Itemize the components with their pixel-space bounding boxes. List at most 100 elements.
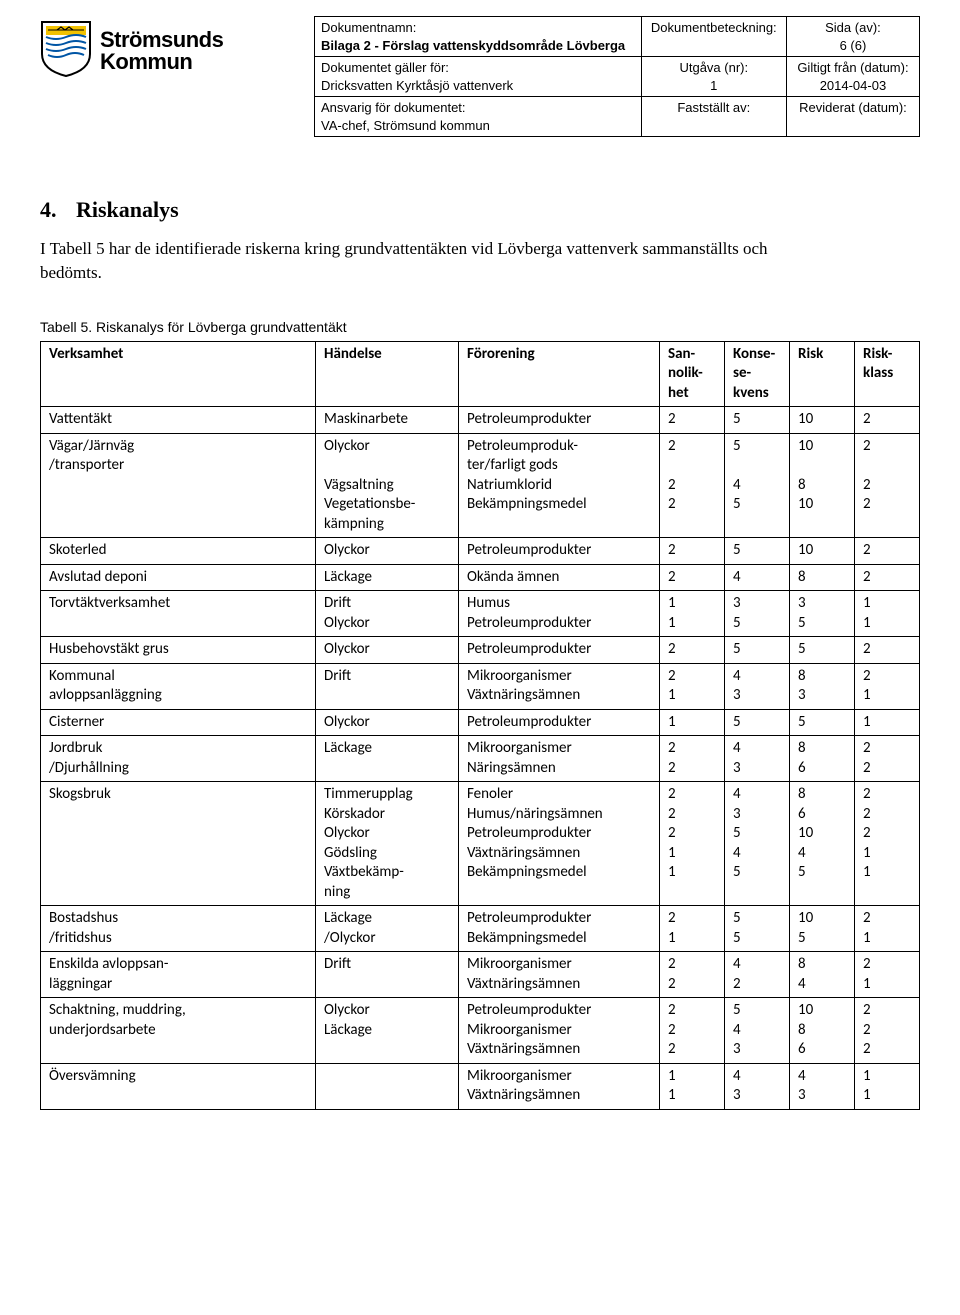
cell-risk: 8 3	[790, 663, 855, 709]
cell-handelse: Drift	[316, 952, 459, 998]
cell-riskklass: 2 1	[855, 952, 920, 998]
cell-riskklass: 2	[855, 538, 920, 565]
org-name: Strömsunds Kommun	[100, 29, 223, 73]
cell-risk: 5	[790, 709, 855, 736]
cell-sannolikhet: 2 2	[660, 736, 725, 782]
cell-handelse	[316, 1063, 459, 1109]
cell-verksamhet: Torvtäktverksamhet	[41, 591, 316, 637]
cell-handelse: Drift	[316, 663, 459, 709]
cell-konsekvens: 5 5	[725, 906, 790, 952]
col-verksamhet: Verksamhet	[41, 341, 316, 407]
cell-fororening: Mikroorganismer Växtnäringsämnen	[459, 952, 660, 998]
cell-konsekvens: 4 3	[725, 1063, 790, 1109]
cell-riskklass: 1	[855, 709, 920, 736]
cell-fororening: Okända ämnen	[459, 564, 660, 591]
meta-value: Dricksvatten Kyrktåsjö vattenverk	[321, 77, 635, 95]
cell-verksamhet: Cisterner	[41, 709, 316, 736]
cell-fororening: Petroleumprodukter	[459, 637, 660, 664]
cell-konsekvens: 5	[725, 538, 790, 565]
cell-fororening: Petroleumprodukter	[459, 407, 660, 434]
cell-verksamhet: Avslutad deponi	[41, 564, 316, 591]
meta-label: Dokumentnamn:	[321, 19, 635, 37]
cell-konsekvens: 5 4 3	[725, 998, 790, 1064]
shield-icon	[40, 20, 92, 81]
cell-fororening: Mikroorganismer Växtnäringsämnen	[459, 663, 660, 709]
cell-handelse: Läckage	[316, 564, 459, 591]
cell-sannolikhet: 1	[660, 709, 725, 736]
section-heading: 4.Riskanalys	[40, 197, 920, 223]
cell-sannolikhet: 2 1	[660, 906, 725, 952]
cell-sannolikhet: 2 2 2	[660, 998, 725, 1064]
cell-verksamhet: Vattentäkt	[41, 407, 316, 434]
cell-verksamhet: Husbehovstäkt grus	[41, 637, 316, 664]
cell-riskklass: 2 2 2 1 1	[855, 782, 920, 906]
cell-handelse: Läckage /Olyckor	[316, 906, 459, 952]
doc-meta-row: Dokumentet gäller för: Dricksvatten Kyrk…	[315, 57, 920, 97]
section-number: 4.	[40, 197, 76, 223]
cell-risk: 8	[790, 564, 855, 591]
meta-label: Sida (av):	[793, 19, 913, 37]
cell-sannolikhet: 1 1	[660, 591, 725, 637]
cell-konsekvens: 5	[725, 709, 790, 736]
col-handelse: Händelse	[316, 341, 459, 407]
table-row: ÖversvämningMikroorganismer Växtnäringsä…	[41, 1063, 920, 1109]
table-row: Enskilda avloppsan- läggningarDriftMikro…	[41, 952, 920, 998]
cell-risk: 10 8 6	[790, 998, 855, 1064]
cell-sannolikhet: 2 1	[660, 663, 725, 709]
table-row: SkogsbrukTimmerupplag Körskador Olyckor …	[41, 782, 920, 906]
cell-riskklass: 2 1	[855, 663, 920, 709]
page: Strömsunds Kommun Dokumentnamn: Bilaga 2…	[0, 0, 960, 1315]
cell-handelse: Olyckor Vägsaltning Vegetationsbe- kämpn…	[316, 433, 459, 538]
risk-table: Verksamhet Händelse Förorening San- noli…	[40, 341, 920, 1110]
table-caption: Tabell 5. Riskanalys för Lövberga grundv…	[40, 319, 920, 335]
meta-value: 2014-04-03	[793, 77, 913, 95]
table-row: Bostadshus /fritidshusLäckage /OlyckorPe…	[41, 906, 920, 952]
cell-risk: 10	[790, 538, 855, 565]
cell-konsekvens: 4 3 5 4 5	[725, 782, 790, 906]
meta-label: Dokumentbeteckning:	[648, 19, 780, 37]
cell-risk: 5	[790, 637, 855, 664]
cell-riskklass: 2	[855, 407, 920, 434]
cell-verksamhet: Vägar/Järnväg /transporter	[41, 433, 316, 538]
table-row: Vägar/Järnväg /transporterOlyckor Vägsal…	[41, 433, 920, 538]
cell-konsekvens: 5 4 5	[725, 433, 790, 538]
doc-meta-table: Dokumentnamn: Bilaga 2 - Förslag vattens…	[314, 16, 920, 137]
cell-handelse: Olyckor	[316, 637, 459, 664]
doc-meta-row: Ansvarig för dokumentet: VA-chef, Ströms…	[315, 97, 920, 137]
table-row: Kommunal avloppsanläggningDriftMikroorga…	[41, 663, 920, 709]
meta-label: Giltigt från (datum):	[793, 59, 913, 77]
org-name-line1: Strömsunds	[100, 29, 223, 51]
table-row: TorvtäktverksamhetDrift OlyckorHumus Pet…	[41, 591, 920, 637]
org-logo-block: Strömsunds Kommun	[40, 16, 314, 81]
cell-handelse: Timmerupplag Körskador Olyckor Gödsling …	[316, 782, 459, 906]
cell-risk: 8 6	[790, 736, 855, 782]
col-fororening: Förorening	[459, 341, 660, 407]
table-header-row: Verksamhet Händelse Förorening San- noli…	[41, 341, 920, 407]
col-risk: Risk	[790, 341, 855, 407]
cell-fororening: Petroleumproduk- ter/farligt gods Natriu…	[459, 433, 660, 538]
cell-riskklass: 2 2	[855, 736, 920, 782]
org-name-line2: Kommun	[100, 51, 223, 73]
cell-verksamhet: Skoterled	[41, 538, 316, 565]
cell-sannolikhet: 2	[660, 637, 725, 664]
cell-fororening: Fenoler Humus/näringsämnen Petroleumprod…	[459, 782, 660, 906]
cell-risk: 8 4	[790, 952, 855, 998]
cell-sannolikhet: 2 2 2	[660, 433, 725, 538]
cell-fororening: Humus Petroleumprodukter	[459, 591, 660, 637]
col-sannolikhet: San- nolik- het	[660, 341, 725, 407]
cell-konsekvens: 5	[725, 407, 790, 434]
doc-meta-row: Dokumentnamn: Bilaga 2 - Förslag vattens…	[315, 17, 920, 57]
cell-risk: 10 8 10	[790, 433, 855, 538]
cell-sannolikhet: 2	[660, 538, 725, 565]
cell-handelse: Olyckor	[316, 538, 459, 565]
cell-handelse: Drift Olyckor	[316, 591, 459, 637]
cell-sannolikhet: 2	[660, 564, 725, 591]
table-row: VattentäktMaskinarbetePetroleumprodukter…	[41, 407, 920, 434]
cell-sannolikhet: 2 2 2 1 1	[660, 782, 725, 906]
cell-verksamhet: Jordbruk /Djurhållning	[41, 736, 316, 782]
table-row: CisternerOlyckorPetroleumprodukter1551	[41, 709, 920, 736]
cell-handelse: Läckage	[316, 736, 459, 782]
cell-fororening: Petroleumprodukter	[459, 538, 660, 565]
cell-handelse: Olyckor Läckage	[316, 998, 459, 1064]
cell-handelse: Maskinarbete	[316, 407, 459, 434]
